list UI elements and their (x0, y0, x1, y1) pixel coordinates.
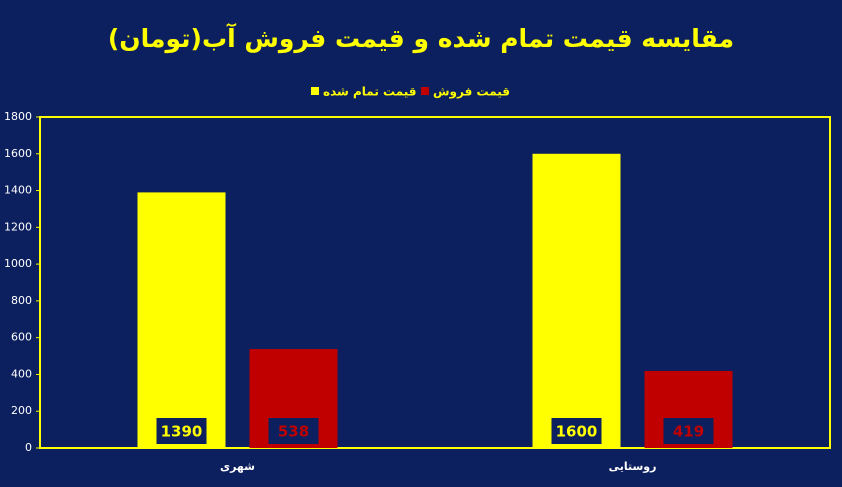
y-tick-label: 1800 (4, 110, 32, 123)
y-tick-label: 800 (11, 294, 32, 307)
value-label-box (156, 418, 207, 444)
y-tick-label: 400 (11, 367, 32, 380)
y-tick-label: 600 (11, 331, 32, 344)
y-tick-label: 0 (25, 441, 32, 454)
legend-label: قیمت تمام شده (323, 85, 417, 100)
value-label: 419 (673, 423, 704, 441)
y-tick-label: 1600 (4, 147, 32, 160)
bar (532, 153, 621, 448)
value-label: 538 (278, 423, 309, 441)
value-label-box (663, 418, 714, 444)
value-label: 1600 (556, 423, 598, 441)
legend-swatch (311, 87, 319, 95)
chart-title: مقایسه قیمت تمام شده و قیمت فروش آب(توما… (108, 23, 734, 54)
x-tick-label: شهری (220, 460, 255, 473)
x-tick-label: روستایی (609, 460, 657, 473)
y-tick-label: 1200 (4, 220, 32, 233)
y-tick-label: 1000 (4, 257, 32, 270)
plot-area (39, 116, 831, 449)
legend-label: قیمت فروش (433, 85, 510, 100)
legend-swatch (421, 87, 429, 95)
value-label: 1390 (161, 423, 203, 441)
y-tick-label: 200 (11, 404, 32, 417)
bar (137, 192, 226, 448)
value-label-box (268, 418, 319, 444)
value-label-box (551, 418, 602, 444)
y-tick-label: 1400 (4, 184, 32, 197)
